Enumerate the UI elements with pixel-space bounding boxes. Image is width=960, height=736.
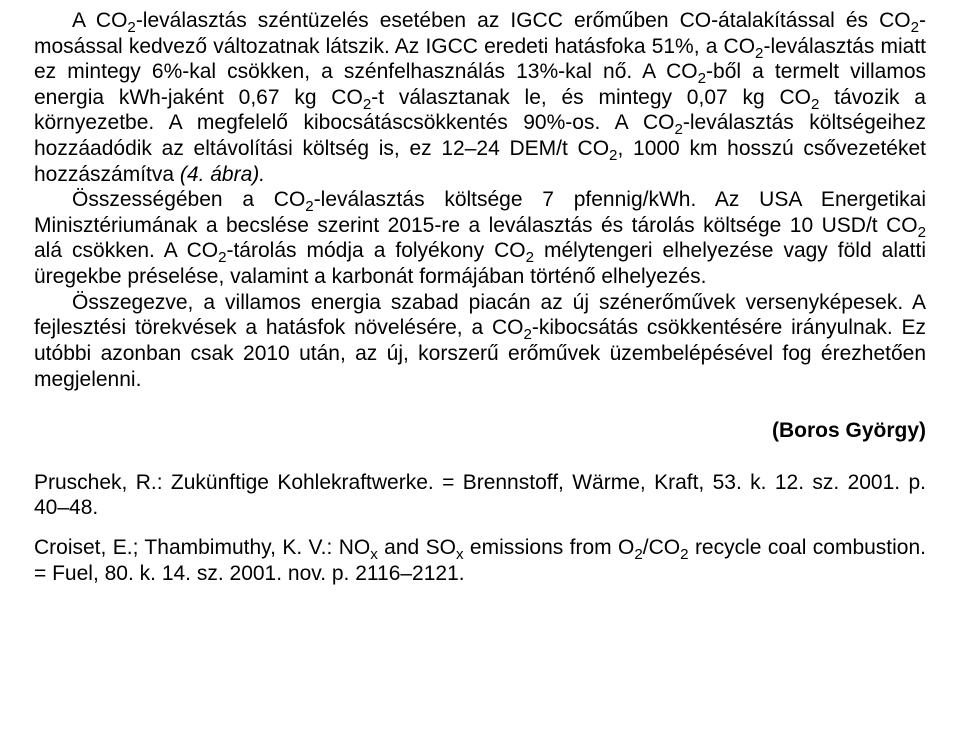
text: A CO	[72, 9, 127, 32]
text: and SO	[378, 536, 456, 559]
figure-ref: (4. ábra).	[180, 163, 265, 186]
reference-1: Pruschek, R.: Zukünftige Kohlekraftwerke…	[34, 470, 926, 521]
paragraph-3: Összegezve, a villamos energia szabad pi…	[34, 290, 926, 392]
text: Croiset, E.; Thambimuthy, K. V.: NO	[34, 536, 370, 559]
text: -t választanak le, és mintegy 0,07 kg CO	[371, 86, 811, 109]
text: Összességében a CO	[72, 188, 305, 211]
text: -leválasztás széntüzelés esetében az IGC…	[136, 9, 911, 32]
text: emissions from O	[464, 536, 635, 559]
text: /CO	[643, 536, 680, 559]
text: -tárolás módja a folyékony CO	[226, 239, 525, 262]
subscript-2: 2	[634, 546, 642, 563]
paragraph-2: Összességében a CO2-leválasztás költsége…	[34, 187, 926, 289]
document-body: A CO 2 -leválasztás széntüzelés esetében a…	[34, 8, 926, 586]
paragraph-1: A CO2-leválasztás széntüzelés esetében a…	[34, 8, 926, 187]
reference-2: Croiset, E.; Thambimuthy, K. V.: NOx and…	[34, 535, 926, 586]
text: alá csökken. A CO	[34, 239, 218, 262]
subscript-2: 2	[680, 546, 688, 563]
author-name: (Boros György)	[34, 418, 926, 444]
